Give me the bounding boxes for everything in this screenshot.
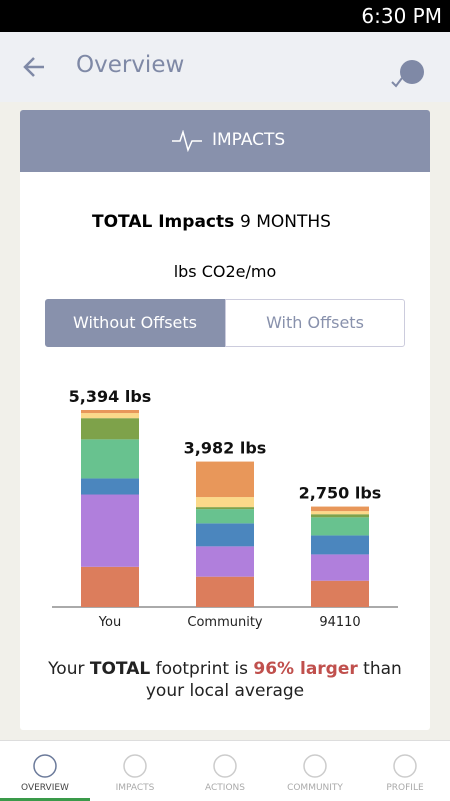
nav-tab[interactable]: PROFILE [386,783,424,793]
bar-segment [196,509,254,524]
card-header: IMPACTS [20,110,430,172]
app-header: Overview [0,32,450,102]
chart: 5,394 lbs You 3,982 lbs Community 2,750 lbs 9… [52,387,398,630]
icon-shape [33,754,57,778]
clock: 6:30 PM [361,4,442,28]
bar-segment [311,517,369,536]
bar-segment [81,418,139,440]
bar-segment [81,566,139,607]
icon-shape [213,754,237,778]
text: than your local average [145,659,402,701]
nav-tab[interactable]: COMMUNITY [287,783,343,793]
bar-segment [81,413,139,419]
bar-segment [311,554,369,581]
nav-tab[interactable]: IMPACTS [115,783,155,793]
nav-icon [33,754,57,778]
nav-icon [393,754,417,778]
back-button[interactable] [22,54,48,80]
bar-segment [311,511,369,515]
text: Your [48,659,90,679]
bar-segment [196,507,254,510]
bar-segment [196,461,254,498]
text: footprint is [150,659,254,679]
x-tick-label: Community [187,615,263,630]
icon-shape [123,754,147,778]
bar-segment [196,576,254,607]
bar-segment [311,580,369,607]
bar-segment [81,494,139,567]
bar-segment [311,535,369,555]
impacts-card: IMPACTS TOTAL Impacts 9 MONTHS lbs CO2e/… [20,110,430,730]
card-title: IMPACTS [212,130,286,150]
period: 9 MONTHS [240,212,331,232]
nav-tab[interactable]: OVERVIEW [21,783,69,793]
globe-button[interactable] [390,56,430,90]
bar-segment [311,514,369,518]
text: TOTAL [89,659,151,679]
page-title: Overview [76,52,185,78]
total-label: 3,982 lbs [184,439,267,458]
total-label: 2,750 lbs [299,484,382,503]
impacts-icon [172,130,202,152]
unit-label: lbs CO2e/mo [173,262,277,281]
toggle-button[interactable]: With Offsets [225,299,405,347]
bar-segment [196,546,254,577]
bar-segment [81,439,139,479]
bar-segment [311,506,369,512]
icon-shape [303,754,327,778]
nav-icon [213,754,237,778]
bar-segment [196,497,254,508]
nav-icon [123,754,147,778]
nav-tab[interactable]: ACTIONS [205,783,245,793]
summary-label: TOTAL Impacts [92,212,235,232]
x-tick-label: You [98,615,121,630]
status-bar: 6:30 PM [0,0,450,32]
icon-shape [393,754,417,778]
bar-segment [81,410,139,414]
bar-segment [81,478,139,495]
bottom-nav: OVERVIEW IMPACTS ACTIONS COMMUNITY PROFILE [0,740,450,801]
footer-text: Your TOTAL footprint is 96% larger than … [45,658,405,702]
bar-segment [196,523,254,547]
text: 96% larger [253,659,358,679]
toggle-button[interactable]: Without Offsets [45,299,225,347]
x-tick-label: 94110 [319,615,360,630]
nav-icon [303,754,327,778]
total-label: 5,394 lbs [69,387,152,406]
